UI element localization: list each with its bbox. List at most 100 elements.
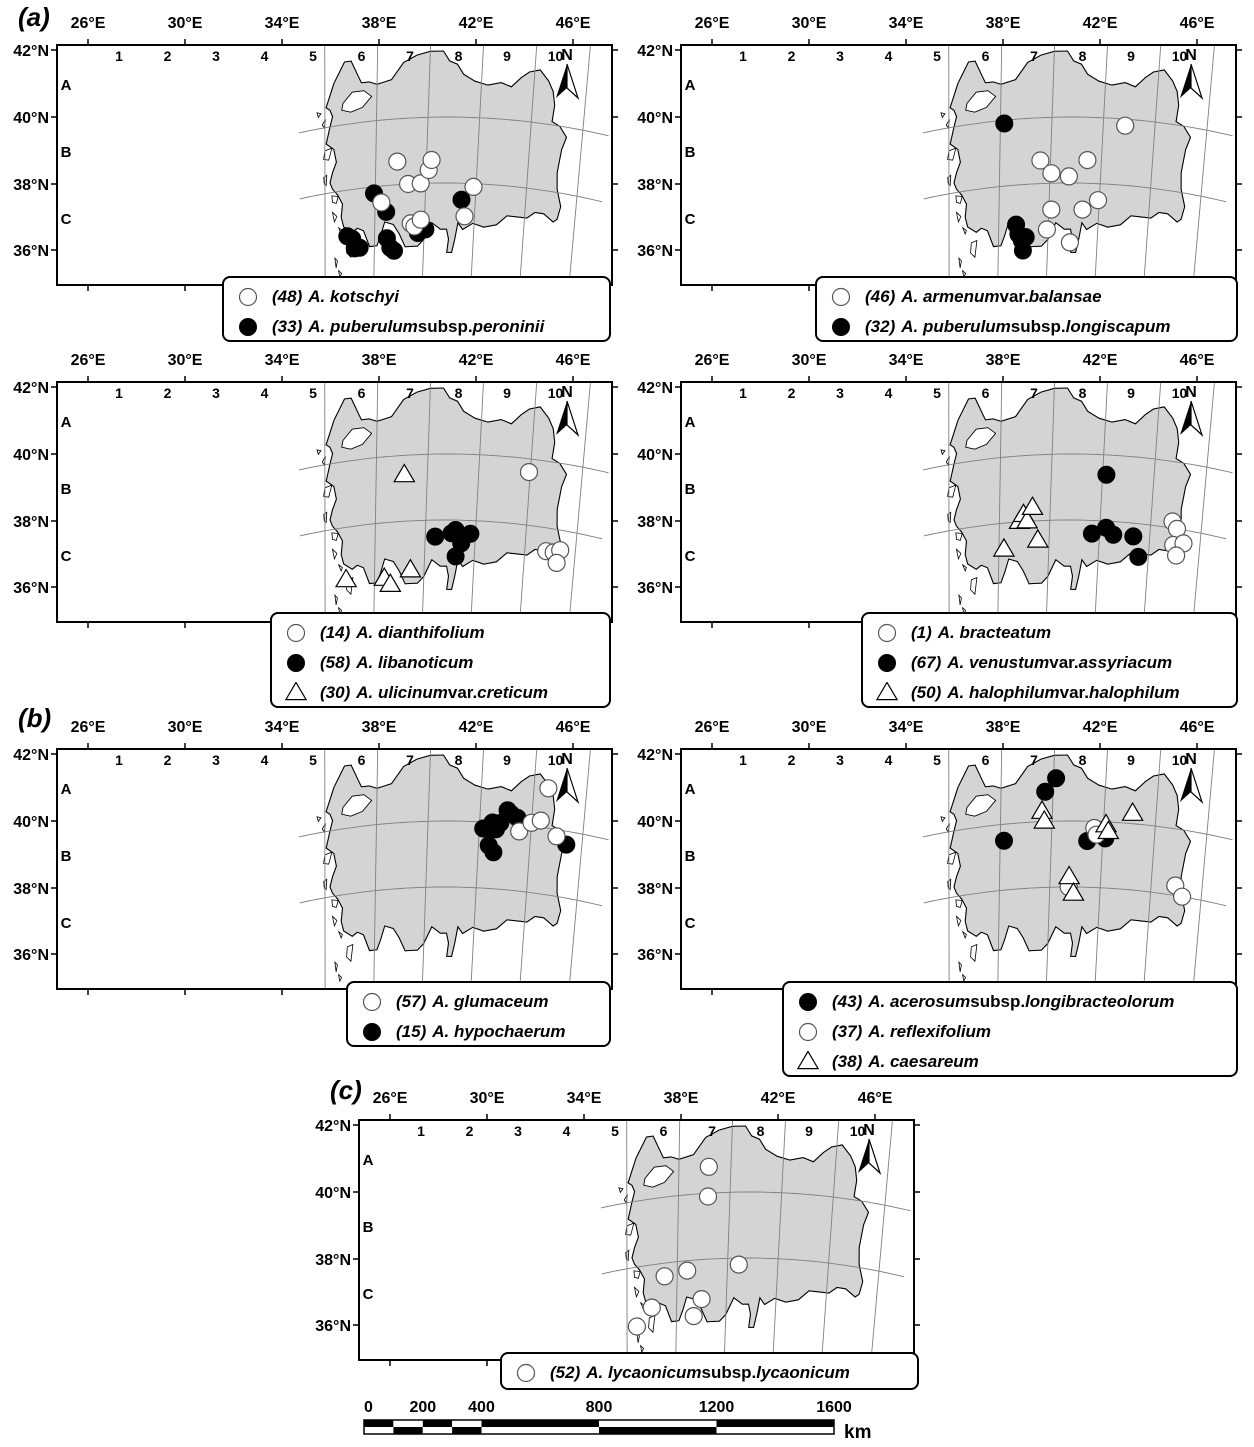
occurrence-point	[627, 1317, 646, 1336]
grid-column-label: 5	[309, 752, 317, 768]
longitude-label: 46°E	[1180, 15, 1215, 32]
grid-column-label: 5	[933, 48, 941, 64]
island-outline	[940, 449, 946, 456]
occurrence-point	[1031, 151, 1050, 170]
island-outline	[323, 851, 333, 865]
filled-circle-symbol	[799, 993, 817, 1011]
longitude-label: 34°E	[265, 15, 300, 32]
legend-entry: (14) A. dianthifolium	[282, 618, 599, 648]
occurrence-point	[547, 827, 566, 846]
filled-circle-icon	[358, 1021, 386, 1043]
island-outline	[940, 816, 946, 823]
open-circle-symbol	[362, 992, 382, 1012]
latitude-label: 40°N	[637, 814, 673, 831]
latitude-label: 42°N	[13, 380, 49, 397]
grid-column-label: 1	[739, 385, 747, 401]
grid-row-label: A	[61, 781, 72, 798]
grid-column-label: 5	[933, 752, 941, 768]
meridian-line	[519, 749, 538, 989]
island-outline	[618, 1187, 624, 1194]
open-circle-icon	[794, 1021, 822, 1043]
occurrence-point	[510, 822, 529, 841]
meridian-line	[1143, 749, 1162, 989]
grid-row-label: C	[61, 548, 72, 565]
scale-segment	[481, 1427, 599, 1434]
map-svg: N 26°E 30°E 34°E 38°E 42°E 46°E 42°N 40°N 38°N 36°…	[637, 15, 1242, 291]
scale-tick-label: 1200	[699, 1399, 735, 1416]
island-outline	[958, 960, 962, 972]
island-outline	[331, 899, 339, 908]
grid-column-label: 4	[885, 385, 893, 401]
latitude-label: 36°N	[637, 947, 673, 964]
occurrence-point	[426, 527, 445, 546]
filled-circle-symbol	[287, 654, 305, 672]
longitude-label: 38°E	[986, 719, 1021, 736]
grid-column-label: 6	[982, 752, 990, 768]
grid-column-label: 8	[455, 48, 463, 64]
island-outline	[625, 1222, 635, 1236]
latitude-label: 38°N	[637, 881, 673, 898]
open-circle-symbol	[831, 287, 851, 307]
grid-column-label: 7	[406, 752, 414, 768]
legend-entry: (32) A. puberulum subsp. longiscapum	[827, 312, 1226, 342]
occurrence-point	[452, 190, 471, 209]
grid-column-label: 9	[1127, 752, 1135, 768]
grid-column-label: 7	[1030, 48, 1038, 64]
longitude-label: 30°E	[168, 352, 203, 369]
latitude-label: 36°N	[13, 580, 49, 597]
island-outline	[970, 239, 978, 259]
meridian-line	[421, 382, 432, 622]
grid-row-label: A	[61, 77, 72, 94]
map-a3: N 26°E 30°E 34°E 38°E 42°E 46°E 42°N 40°N 38°N 36°…	[0, 337, 624, 657]
longitude-label: 26°E	[71, 352, 106, 369]
rank-label: var.	[447, 683, 478, 702]
taxon-name: A. puberulum	[901, 317, 1011, 336]
grid-row-label: B	[363, 1219, 374, 1236]
north-label: N	[561, 751, 573, 768]
legend-entry: (38) A. caesareum	[794, 1047, 1226, 1077]
parallel-line	[298, 453, 609, 474]
longitude-label: 26°E	[695, 719, 730, 736]
scale-segment	[716, 1420, 834, 1427]
grid-row-label: B	[685, 848, 696, 865]
island-outline	[633, 1270, 641, 1279]
taxon-name: A. kotschyi	[308, 287, 399, 306]
grid-column-label: 3	[836, 385, 844, 401]
occurrence-point	[684, 1307, 703, 1326]
occurrence-point	[372, 193, 391, 212]
legend-entry: (43) A. acerosum subsp. longibracteolorum	[794, 987, 1226, 1017]
legend-count: (46)	[865, 287, 896, 306]
filled-circle-symbol	[363, 1023, 381, 1041]
island-outline	[331, 211, 338, 224]
occurrence-point	[1026, 528, 1049, 548]
longitude-label: 46°E	[858, 1090, 893, 1107]
island-outline	[947, 174, 952, 187]
occurrence-point	[547, 553, 566, 572]
longitude-label: 38°E	[986, 352, 1021, 369]
grid-row-label: A	[685, 781, 696, 798]
legend-count: (30)	[320, 683, 351, 702]
legend-count: (32)	[865, 317, 896, 336]
taxon-name: peroninii	[472, 317, 545, 336]
legend-count: (33)	[272, 317, 303, 336]
grid-column-label: 2	[466, 1123, 474, 1139]
longitude-label: 30°E	[792, 719, 827, 736]
legend-count: (50)	[911, 683, 942, 702]
parallel-line	[601, 1257, 905, 1278]
occurrence-point	[411, 174, 430, 193]
grid-column-label: 2	[788, 752, 796, 768]
taxon-name: A. caesareum	[868, 1052, 979, 1071]
island-outline	[346, 943, 354, 963]
occurrence-point	[1057, 865, 1081, 885]
scale-segment	[599, 1427, 717, 1434]
panel-label-a: (a)	[18, 2, 50, 32]
longitude-label: 26°E	[695, 15, 730, 32]
latitude-label: 36°N	[13, 947, 49, 964]
grid-row-label: A	[685, 77, 696, 94]
island-outline	[633, 1286, 640, 1299]
north-label: N	[1185, 384, 1197, 401]
legend-count: (38)	[832, 1052, 863, 1071]
map-svg: N 26°E 30°E 34°E 38°E 42°E 46°E 42°N 40°N 38°N 36°…	[637, 719, 1242, 995]
scale-segment	[364, 1427, 394, 1434]
legend-entry: (52) A. lycaonicum subsp. lycaonicum	[512, 1358, 907, 1388]
